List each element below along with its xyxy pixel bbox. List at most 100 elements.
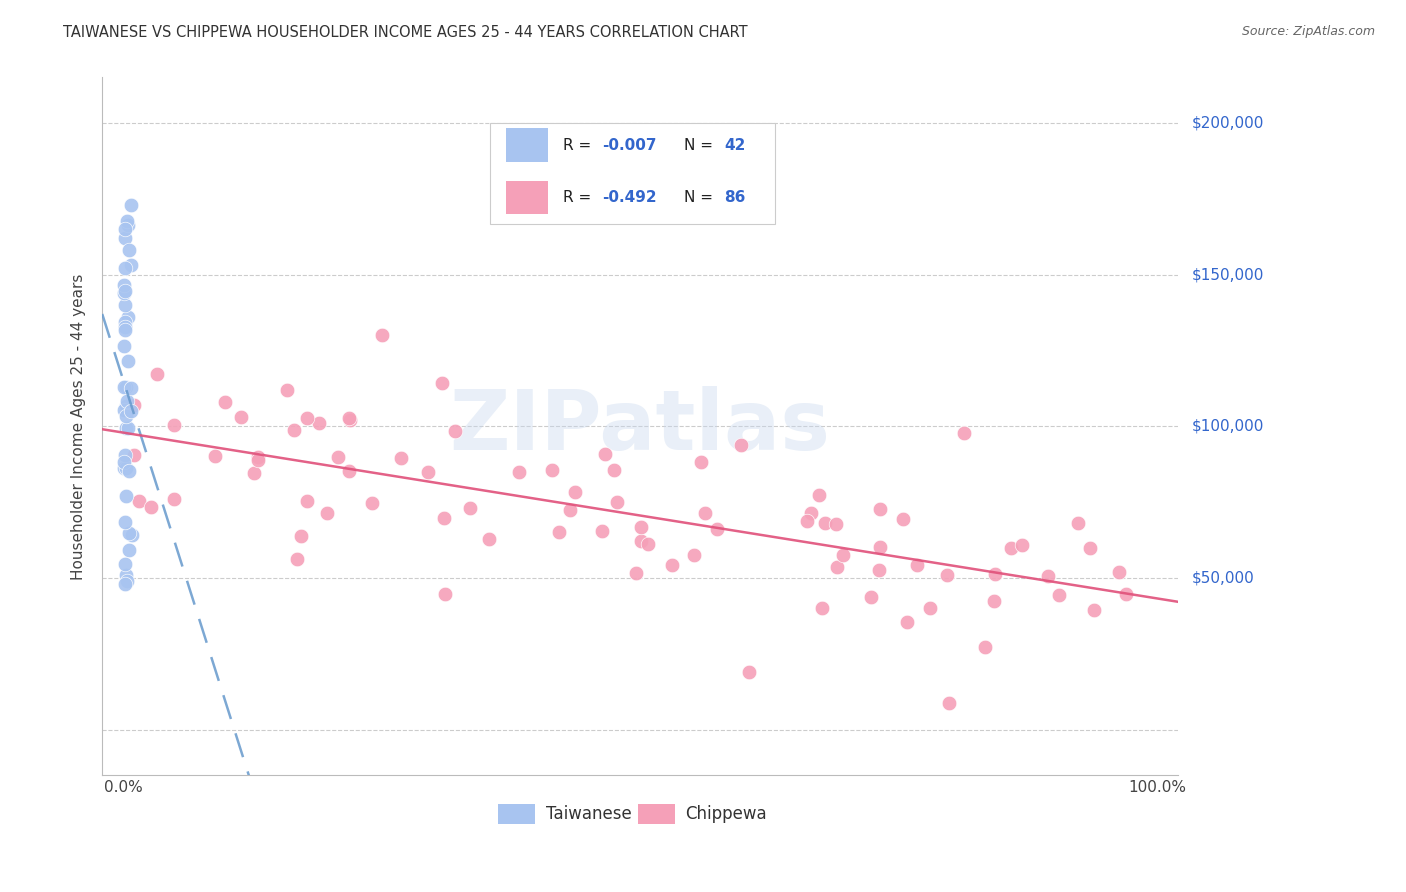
Point <box>246 450 269 464</box>
Point <box>115 214 138 228</box>
Point <box>661 558 683 572</box>
Point <box>1011 538 1033 552</box>
Point <box>112 461 135 475</box>
Point <box>114 285 136 299</box>
Point <box>706 522 728 536</box>
Text: ZIPatlas: ZIPatlas <box>450 386 831 467</box>
Point <box>593 447 616 461</box>
Point <box>114 448 136 462</box>
Point <box>114 260 136 275</box>
Point <box>112 403 135 417</box>
FancyBboxPatch shape <box>506 128 548 161</box>
Point <box>276 383 298 397</box>
Point <box>938 696 960 710</box>
Point <box>115 394 138 409</box>
Point <box>229 410 252 425</box>
Point <box>297 494 319 508</box>
Text: 86: 86 <box>724 190 745 205</box>
Point <box>936 568 959 582</box>
Y-axis label: Householder Income Ages 25 - 44 years: Householder Income Ages 25 - 44 years <box>72 273 86 580</box>
Point <box>814 516 837 530</box>
Point <box>114 558 136 572</box>
Point <box>869 502 891 516</box>
Point <box>443 424 465 438</box>
Point <box>953 425 976 440</box>
Point <box>558 502 581 516</box>
Point <box>117 244 139 258</box>
Point <box>603 463 626 477</box>
Point <box>433 587 456 601</box>
Point <box>361 495 384 509</box>
Point <box>115 568 138 582</box>
Text: $150,000: $150,000 <box>1192 268 1264 282</box>
Point <box>114 576 136 591</box>
Point <box>115 400 138 414</box>
FancyBboxPatch shape <box>506 181 548 214</box>
Point <box>630 520 652 534</box>
Point <box>860 590 883 604</box>
Point <box>1078 541 1101 555</box>
Text: $50,000: $50,000 <box>1192 571 1254 586</box>
Point <box>973 640 995 655</box>
Point <box>128 494 150 508</box>
Point <box>112 285 135 300</box>
Point <box>1047 588 1070 602</box>
Point <box>337 411 360 425</box>
Point <box>339 413 361 427</box>
Point <box>1067 516 1090 530</box>
Point <box>564 485 586 500</box>
Point <box>825 560 848 574</box>
Point <box>683 548 706 562</box>
Point <box>832 548 855 562</box>
Point <box>146 367 169 381</box>
Point <box>117 574 139 589</box>
Point <box>112 455 135 469</box>
Point <box>983 594 1005 608</box>
Point <box>316 506 339 520</box>
Point <box>114 320 136 334</box>
Point <box>508 465 530 479</box>
Point <box>117 421 139 435</box>
Point <box>115 489 138 503</box>
Point <box>115 409 138 423</box>
Point <box>117 218 139 232</box>
Point <box>389 450 412 465</box>
Point <box>290 528 312 542</box>
Point <box>122 398 145 412</box>
Point <box>478 532 501 546</box>
Point <box>243 466 266 480</box>
Point <box>1036 569 1059 583</box>
Text: TAIWANESE VS CHIPPEWA HOUSEHOLDER INCOME AGES 25 - 44 YEARS CORRELATION CHART: TAIWANESE VS CHIPPEWA HOUSEHOLDER INCOME… <box>63 25 748 40</box>
Point <box>118 464 141 478</box>
Point <box>115 461 138 475</box>
Point <box>112 338 135 352</box>
Point <box>112 380 135 394</box>
Text: $200,000: $200,000 <box>1192 115 1264 130</box>
Point <box>693 506 716 520</box>
Point <box>548 524 571 539</box>
Point <box>430 376 453 391</box>
Point <box>1115 587 1137 601</box>
Point <box>247 453 270 467</box>
Point <box>295 411 318 425</box>
Point <box>730 437 752 451</box>
Point <box>606 495 628 509</box>
Point <box>121 404 143 418</box>
Text: N =: N = <box>685 137 718 153</box>
Text: Source: ZipAtlas.com: Source: ZipAtlas.com <box>1241 25 1375 38</box>
Point <box>114 323 136 337</box>
Point <box>630 534 652 549</box>
Point <box>896 615 918 629</box>
Point <box>141 500 163 515</box>
Point <box>869 540 891 554</box>
Point <box>891 511 914 525</box>
Text: -0.492: -0.492 <box>603 190 657 205</box>
Point <box>591 524 613 538</box>
Point <box>905 558 928 573</box>
Point <box>122 448 145 462</box>
Point <box>868 563 890 577</box>
Point <box>433 511 456 525</box>
Point <box>807 488 830 502</box>
Point <box>118 525 141 540</box>
Point <box>115 421 138 435</box>
